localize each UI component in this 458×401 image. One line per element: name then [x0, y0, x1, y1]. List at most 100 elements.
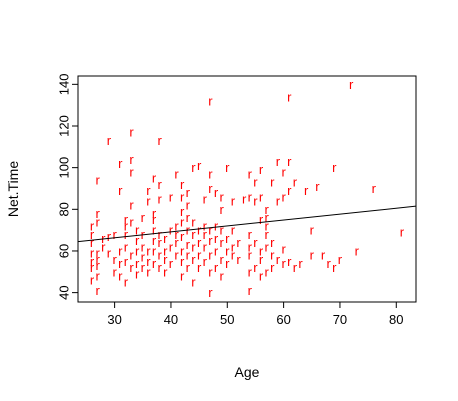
data-point: r — [197, 260, 202, 275]
data-point: r — [112, 264, 117, 279]
data-point: r — [214, 260, 219, 275]
data-point: r — [225, 256, 230, 271]
data-point: r — [163, 243, 168, 258]
data-point: r — [265, 218, 270, 233]
data-point: r — [169, 189, 174, 204]
data-point: r — [129, 248, 134, 263]
data-point: r — [90, 246, 95, 261]
y-tick-label: 80 — [57, 202, 72, 216]
data-point: r — [219, 268, 224, 283]
data-point: r — [101, 239, 106, 254]
data-point: r — [355, 243, 360, 258]
data-point: r — [124, 218, 129, 233]
data-point: r — [124, 227, 129, 242]
data-point: r — [265, 210, 270, 225]
data-point: r — [248, 166, 253, 181]
data-point: r — [208, 285, 213, 300]
data-point: r — [197, 223, 202, 238]
data-point: r — [135, 233, 140, 248]
data-point: r — [158, 235, 163, 250]
data-point: r — [276, 252, 281, 267]
data-point: r — [129, 152, 134, 167]
y-tick-label: 60 — [57, 244, 72, 258]
data-point: r — [180, 204, 185, 219]
data-point: r — [146, 243, 151, 258]
data-point: r — [332, 160, 337, 175]
data-point: r — [191, 275, 196, 290]
regression-line — [77, 205, 417, 243]
data-point: r — [287, 154, 292, 169]
data-point: r — [96, 268, 101, 283]
data-point: r — [225, 231, 230, 246]
data-point: r — [338, 252, 343, 267]
data-point: r — [219, 223, 224, 238]
data-point: r — [219, 252, 224, 267]
data-point: r — [129, 164, 134, 179]
data-point: r — [180, 214, 185, 229]
data-point: r — [118, 256, 123, 271]
data-point: r — [174, 166, 179, 181]
data-point: r — [124, 254, 129, 269]
data-point: r — [174, 235, 179, 250]
data-point: r — [129, 260, 134, 275]
data-point: r — [158, 227, 163, 242]
data-point: r — [186, 210, 191, 225]
y-tick-label: 40 — [57, 285, 72, 299]
data-point: r — [141, 260, 146, 275]
data-point: r — [349, 77, 354, 92]
data-point: r — [152, 171, 157, 186]
data-point: r — [203, 218, 208, 233]
data-point: r — [253, 235, 258, 250]
data-point: r — [208, 264, 213, 279]
data-point: r — [293, 175, 298, 190]
data-point: r — [203, 191, 208, 206]
x-axis: 30 40 50 60 70 80 — [107, 302, 404, 327]
data-point: r — [327, 256, 332, 271]
data-point: r — [281, 164, 286, 179]
y-tick-label: 120 — [57, 115, 72, 137]
data-point: r — [90, 227, 95, 242]
data-point: r — [191, 252, 196, 267]
data-point: r — [129, 198, 134, 213]
data-point: r — [265, 227, 270, 242]
data-point: r — [259, 189, 264, 204]
data-point: r — [141, 250, 146, 265]
data-point: r — [163, 231, 168, 246]
data-point: r — [141, 239, 146, 254]
data-point: r — [90, 218, 95, 233]
data-point: r — [400, 225, 405, 240]
data-point: r — [259, 212, 264, 227]
data-point: r — [248, 248, 253, 263]
data-point: r — [231, 223, 236, 238]
data-point: r — [96, 283, 101, 298]
data-point: r — [180, 229, 185, 244]
data-point: r — [253, 260, 258, 275]
data-point: r — [146, 254, 151, 269]
data-point: r — [298, 256, 303, 271]
data-point: r — [118, 268, 123, 283]
data-point: r — [276, 154, 281, 169]
data-point: r — [118, 183, 123, 198]
data-point: r — [96, 173, 101, 188]
data-point: r — [265, 202, 270, 217]
data-point: r — [197, 158, 202, 173]
data-point: r — [248, 239, 253, 254]
data-point: r — [236, 235, 241, 250]
data-point: r — [208, 181, 213, 196]
data-point: r — [152, 256, 157, 271]
data-point: r — [180, 243, 185, 258]
x-tick-label: 40 — [164, 312, 178, 327]
data-point: r — [96, 246, 101, 261]
data-point: r — [281, 241, 286, 256]
data-point: r — [124, 275, 129, 290]
data-point: r — [158, 177, 163, 192]
data-point: r — [315, 179, 320, 194]
data-point: r — [174, 218, 179, 233]
data-point: r — [270, 260, 275, 275]
data-point: r — [186, 248, 191, 263]
data-point: r — [270, 235, 275, 250]
data-point: r — [152, 212, 157, 227]
data-point: r — [265, 264, 270, 279]
data-point: r — [96, 206, 101, 221]
